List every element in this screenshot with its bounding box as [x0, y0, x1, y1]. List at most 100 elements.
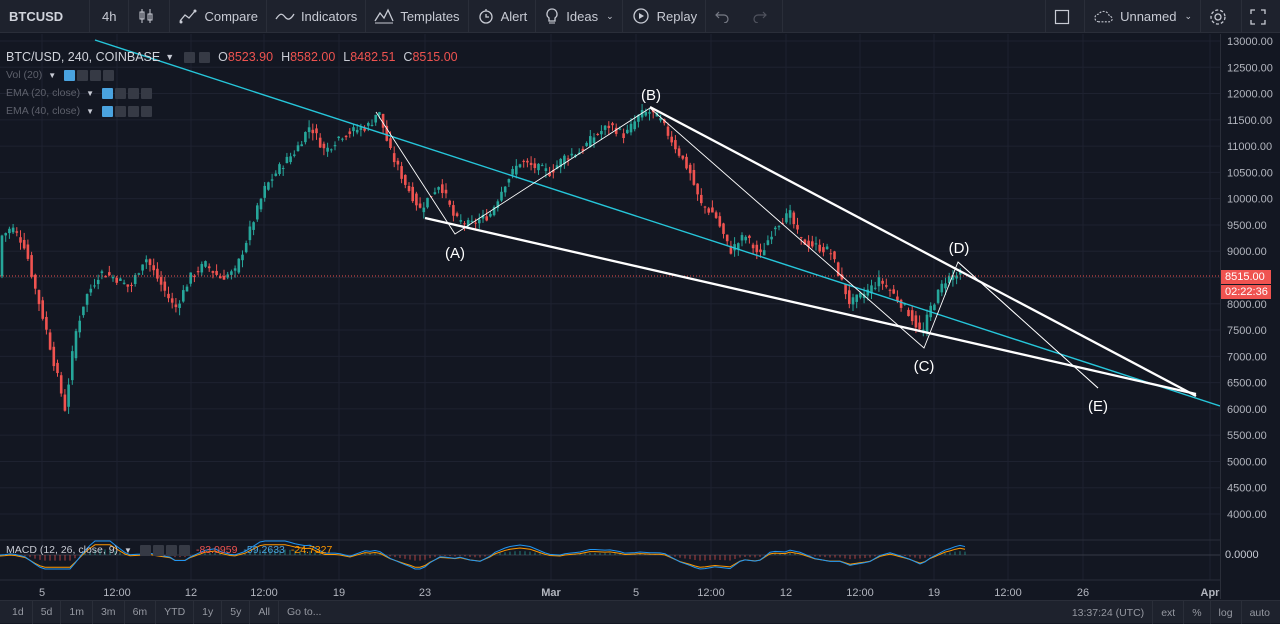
candle-body: [766, 240, 770, 245]
range-ytd[interactable]: YTD: [156, 600, 195, 624]
compare-icon: [179, 9, 197, 24]
candle-body: [19, 237, 22, 243]
layout-name-button[interactable]: Unnamed ⌄: [1085, 0, 1201, 33]
candle-body: [141, 264, 144, 271]
wave-label-b: (B): [641, 87, 661, 104]
redo-button[interactable]: [744, 0, 784, 33]
candle-body: [100, 271, 104, 274]
candle-body: [466, 220, 470, 227]
candle-body: [30, 255, 33, 277]
eye-icon[interactable]: [139, 544, 151, 556]
open-label: O: [218, 50, 228, 64]
symbol-search[interactable]: BTCUSD: [0, 0, 90, 33]
candle-body: [485, 216, 488, 221]
candle-body: [755, 244, 759, 253]
auto-toggle[interactable]: auto: [1240, 601, 1280, 624]
candle-body: [189, 272, 192, 284]
indicator-row-ema20[interactable]: EMA (20, close) ▼: [6, 87, 153, 99]
price-tick-label: 11000.00: [1227, 141, 1272, 153]
candle-body: [26, 244, 30, 259]
more-icon[interactable]: [165, 544, 177, 556]
ideas-button[interactable]: Ideas ⌄: [536, 0, 623, 33]
settings-icon[interactable]: [77, 69, 89, 81]
legend-settings-icon[interactable]: [184, 51, 196, 63]
settings-icon[interactable]: [115, 105, 127, 117]
candle-body: [677, 148, 681, 156]
settings-icon[interactable]: [152, 544, 164, 556]
candle-body: [145, 259, 148, 263]
range-5y[interactable]: 5y: [222, 600, 251, 624]
fullscreen-button[interactable]: [1242, 0, 1280, 33]
candle-body: [281, 168, 285, 170]
interval-button[interactable]: 4h: [90, 0, 130, 33]
macd-legend[interactable]: MACD (12, 26, close, 9) ▼ -83.0959 -59.2…: [6, 544, 332, 556]
price-chart[interactable]: (A) (B) (C) (D) (E) 5 12:00 12 12:00 19 23 Mar…: [0, 34, 1220, 599]
candle-body: [59, 375, 63, 394]
ext-toggle[interactable]: ext: [1152, 601, 1183, 624]
chart-type-button[interactable]: [129, 0, 171, 33]
range-1m[interactable]: 1m: [61, 600, 93, 624]
candle-body: [204, 261, 207, 267]
cloud-icon: [1094, 10, 1113, 22]
legend-hide-icon[interactable]: [199, 51, 211, 63]
close-icon[interactable]: [141, 105, 153, 117]
candle-body: [256, 205, 259, 220]
price-tick-label: 12500.00: [1227, 62, 1273, 74]
log-toggle[interactable]: log: [1209, 601, 1241, 624]
replay-button[interactable]: Replay: [623, 0, 707, 33]
range-3m[interactable]: 3m: [93, 600, 125, 624]
candle-body: [167, 293, 170, 299]
candle-body: [881, 280, 884, 284]
more-icon[interactable]: [90, 69, 102, 81]
candle-body: [211, 271, 215, 273]
undo-button[interactable]: [706, 0, 744, 33]
candle-body: [307, 127, 311, 133]
eye-icon[interactable]: [64, 69, 76, 81]
range-1y[interactable]: 1y: [194, 600, 223, 624]
settings-icon[interactable]: [115, 87, 127, 99]
indicator-row-volume[interactable]: Vol (20) ▼: [6, 69, 115, 81]
range-5d[interactable]: 5d: [33, 600, 62, 624]
time-tick-label: Mar: [541, 587, 561, 599]
alert-button[interactable]: Alert: [469, 0, 537, 33]
time-tick-label: 12:00: [103, 587, 131, 599]
range-all[interactable]: All: [250, 600, 280, 624]
candle-body: [774, 227, 777, 230]
eye-icon[interactable]: [102, 105, 114, 117]
more-icon[interactable]: [128, 87, 140, 99]
goto-button[interactable]: Go to...: [287, 606, 322, 618]
clock-time[interactable]: 13:37:24 (UTC): [1071, 606, 1145, 619]
fullscreen-toggle-button[interactable]: [1045, 0, 1085, 33]
candle-body: [729, 245, 733, 254]
candle-body: [877, 277, 881, 287]
close-icon[interactable]: [178, 544, 190, 556]
indicator-row-ema40[interactable]: EMA (40, close) ▼: [6, 105, 153, 117]
range-6m[interactable]: 6m: [125, 600, 157, 624]
percent-toggle[interactable]: %: [1183, 601, 1209, 624]
countdown-tag: 02:22:36: [1221, 285, 1271, 299]
compare-button[interactable]: Compare: [170, 0, 267, 33]
candle-body: [296, 145, 300, 152]
candle-body: [955, 275, 958, 279]
eye-icon[interactable]: [102, 87, 114, 99]
range-1d[interactable]: 1d: [0, 600, 33, 624]
legend-symbol[interactable]: BTC/USD, 240, COINBASE: [6, 50, 161, 64]
chart-pane[interactable]: (A) (B) (C) (D) (E) 5 12:00 12 12:00 19 23 Mar…: [0, 34, 1220, 599]
templates-button[interactable]: Templates: [366, 0, 469, 33]
candle-body: [633, 121, 636, 130]
candle-body: [703, 206, 707, 208]
close-icon[interactable]: [103, 69, 115, 81]
close-icon[interactable]: [141, 87, 153, 99]
more-icon[interactable]: [128, 105, 140, 117]
time-tick-label: 5: [633, 587, 639, 599]
candle-body: [344, 135, 348, 138]
candle-body: [370, 124, 374, 126]
candle-body: [285, 156, 289, 164]
candle-body: [659, 118, 662, 121]
settings-button[interactable]: [1201, 0, 1242, 33]
candle-body: [748, 235, 751, 239]
candle-body: [304, 132, 307, 143]
price-axis[interactable]: 13000.00 12500.00 12000.00 11500.00 11000.00…: [1220, 34, 1280, 599]
candle-body: [855, 294, 858, 302]
indicators-button[interactable]: Indicators: [267, 0, 367, 33]
